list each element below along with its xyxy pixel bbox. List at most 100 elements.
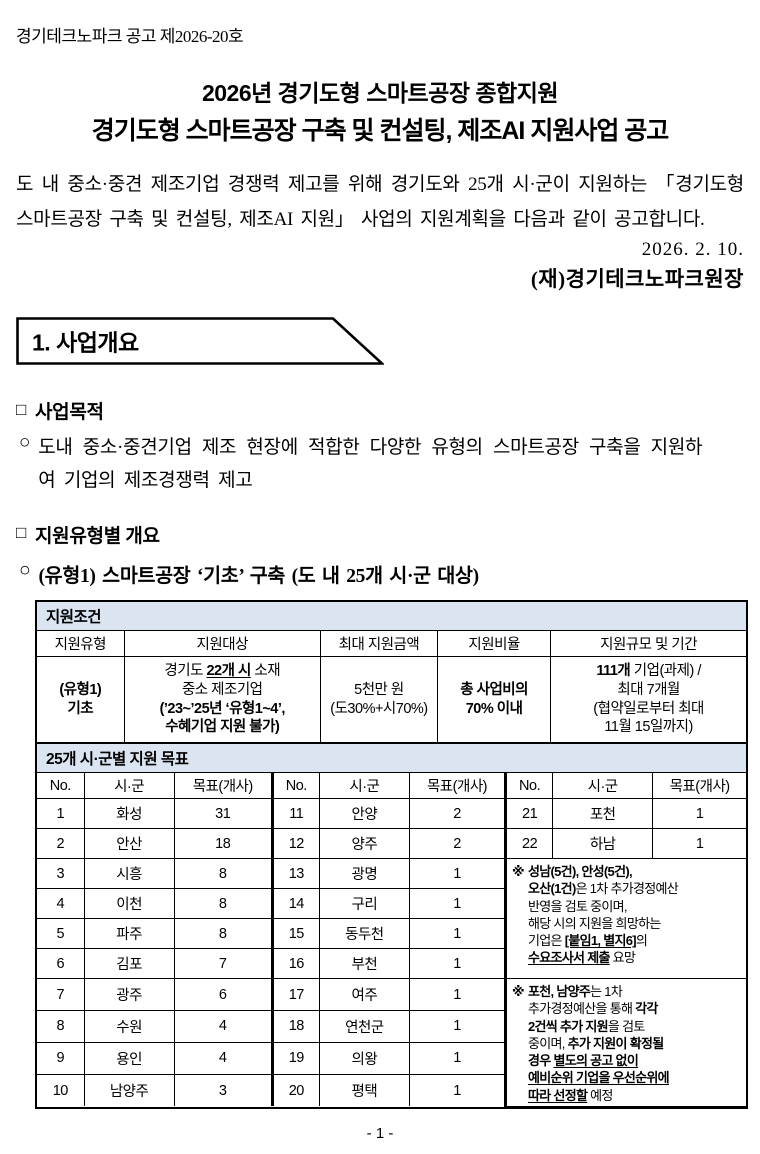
- banner-shape-icon: [16, 317, 384, 366]
- table-row: 6 김포 7 16 부천 1: [37, 948, 746, 980]
- cell-city: 시흥: [83, 858, 175, 890]
- cell-no: 22: [504, 828, 554, 860]
- col-header: 목표(개사): [652, 772, 746, 800]
- heading-purpose: □ 사업목적: [16, 397, 744, 424]
- table-row: 2 안산 18 12 양주 2 22 하남 1: [37, 828, 746, 860]
- reference-mark-icon: ※: [512, 984, 525, 1000]
- page-title: 경기도형 스마트공장 구축 및 컨설팅, 제조AI 지원사업 공고: [91, 117, 670, 145]
- cell-city: 광주: [83, 978, 175, 1011]
- cell-no: 4: [37, 888, 85, 920]
- cell-no: 18: [270, 1010, 320, 1043]
- cell-target: 1: [408, 888, 506, 920]
- table-row: (유형1) 기초 경기도 22개 시 소재 중소 제조기업 (’23~’25년 ‘유형…: [37, 656, 746, 744]
- cell-no: 5: [37, 918, 85, 950]
- cell-support-target: 경기도 22개 시 소재 중소 제조기업 (’23~’25년 ‘유형1~4’, 수혜기…: [123, 656, 321, 744]
- table-header-row: No. 시·군 목표(개사) No. 시·군 목표(개사) No. 시·군 목표…: [37, 772, 746, 800]
- cell-no: 14: [270, 888, 320, 920]
- heading-support-types-label: 지원유형별 개요: [34, 525, 160, 547]
- circle-bullet-icon: ○: [19, 432, 31, 454]
- cell-city: 동두천: [318, 918, 410, 950]
- cell-no: 19: [270, 1041, 320, 1075]
- table-row: 8 수원 4 18 연천군 1: [37, 1010, 746, 1043]
- cell-no: 11: [270, 798, 320, 830]
- purpose-bullet-text: 도내 중소·중견기업 제조 현장에 적합한 다양한 유형의 스마트공장 구축을 …: [38, 437, 703, 491]
- cell-target: 6: [173, 978, 273, 1011]
- cell-city: 여주: [318, 978, 410, 1011]
- cell-target: 1: [408, 1010, 506, 1043]
- conditions-band-label: 지원조건: [37, 602, 746, 632]
- cell-max-amount: 5천만 원 (도30%+시70%): [319, 656, 439, 744]
- cell-target: 1: [408, 1041, 506, 1075]
- table-row: 1 화성 31 11 안양 2 21 포천 1: [37, 798, 746, 830]
- targets-band-label: 25개 시·군별 지원 목표: [37, 743, 746, 774]
- col-header: 지원유형: [37, 630, 125, 658]
- cell-no: 8: [37, 1010, 85, 1043]
- purpose-bullet: ○ 도내 중소·중견기업 제조 현장에 적합한 다양한 유형의 스마트공장 구축…: [16, 432, 744, 497]
- cell-no: 12: [270, 828, 320, 860]
- cell-city: 의왕: [318, 1041, 410, 1075]
- doc-number: 경기테크노파크 공고 제2026-20호: [16, 27, 244, 46]
- square-bullet-icon: □: [16, 523, 26, 543]
- note-cities-pending: ※ 성남(5건), 안성(5건), 오산(1건)은 1차 추가경정예산 반영을 검토…: [504, 858, 746, 980]
- table-band-row: 지원조건: [37, 602, 746, 632]
- cell-target: 2: [408, 798, 507, 830]
- cell-city: 하남: [552, 828, 654, 860]
- col-header: 지원규모 및 기간: [550, 630, 746, 658]
- table-row: 10 남양주 3 20 평택 1: [37, 1073, 746, 1107]
- cell-city: 남양주: [83, 1073, 175, 1107]
- cell-target: 2: [408, 828, 507, 860]
- heading-purpose-label: 사업목적: [34, 402, 104, 424]
- cell-city: 구리: [318, 888, 410, 920]
- cell-target: 1: [408, 918, 506, 950]
- conditions-table: 지원조건 지원유형 지원대상 최대 지원금액 지원비율 지원규모 및 기간 (유…: [37, 602, 746, 744]
- table-band-row: 25개 시·군별 지원 목표: [37, 743, 746, 774]
- col-header: 시·군: [552, 772, 654, 800]
- col-header: No.: [270, 772, 320, 800]
- heading-support-types: □ 지원유형별 개요: [16, 521, 744, 548]
- col-header: 최대 지원금액: [319, 630, 439, 658]
- col-header: 지원비율: [437, 630, 552, 658]
- announcement-date: 2026. 2. 10.: [641, 239, 744, 261]
- cell-city: 파주: [83, 918, 175, 950]
- table-row: 3 시흥 8 13 광명 1 ※ 성남(5건), 안성(5건), 오산(1건)은 …: [37, 858, 746, 980]
- cell-target: 8: [173, 888, 273, 920]
- section-banner: 1. 사업개요: [16, 317, 384, 366]
- cell-no: 21: [504, 798, 554, 830]
- reference-mark-icon: ※: [512, 864, 525, 880]
- cell-target: 8: [173, 858, 273, 890]
- support-tables: 지원조건 지원유형 지원대상 최대 지원금액 지원비율 지원규모 및 기간 (유…: [35, 600, 748, 1109]
- table-row: 5 파주 8 15 동두천 1: [37, 918, 746, 950]
- col-header: 목표(개사): [173, 772, 273, 800]
- cell-target: 1: [408, 858, 507, 890]
- cell-city: 양주: [318, 828, 410, 860]
- cell-no: 10: [37, 1073, 85, 1107]
- square-bullet-icon: □: [16, 399, 26, 419]
- cell-city: 이천: [83, 888, 175, 920]
- note-extra-support: ※ 포천, 남양주는 1차 추가경정예산을 통해 각각 2건씩 추가 지원을 검토 중…: [504, 978, 746, 1107]
- city-targets-table: 25개 시·군별 지원 목표 No. 시·군 목표(개사) No. 시·군 목표…: [37, 743, 746, 1107]
- cell-target: 1: [408, 948, 506, 980]
- title-line1: 2026년 경기도형 스마트공장 종합지원: [201, 80, 559, 106]
- cell-city: 평택: [318, 1073, 410, 1107]
- cell-target: 8: [173, 918, 273, 950]
- cell-city: 연천군: [318, 1010, 410, 1043]
- cell-target: 4: [173, 1010, 273, 1043]
- cell-target: 1: [408, 1073, 506, 1107]
- cell-city: 용인: [83, 1041, 175, 1075]
- cell-no: 1: [37, 798, 85, 830]
- cell-no: 13: [270, 858, 320, 890]
- cell-target: 1: [408, 978, 507, 1011]
- cell-city: 부천: [318, 948, 410, 980]
- cell-support-ratio: 총 사업비의 70% 이내: [437, 656, 552, 744]
- type1-bullet: ○ (유형1) 스마트공장 ‘기초’ 구축 (도 내 25개 시·군 대상): [16, 560, 744, 593]
- table-row: 9 용인 4 19 의왕 1: [37, 1041, 746, 1075]
- cell-scale-period: 111개 기업(과제) / 최대 7개월 (협약일로부터 최대 11월 15일까지): [550, 656, 746, 744]
- cell-no: 9: [37, 1041, 85, 1075]
- cell-target: 1: [652, 828, 746, 860]
- cell-target: 7: [173, 948, 273, 980]
- table-row: 7 광주 6 17 여주 1 ※ 포천, 남양주는 1차 추가경정예산을 통해 각…: [37, 978, 746, 1107]
- cell-city: 안산: [83, 828, 175, 860]
- issuer: (재)경기테크노파크원장: [530, 267, 744, 292]
- col-header: 시·군: [83, 772, 175, 800]
